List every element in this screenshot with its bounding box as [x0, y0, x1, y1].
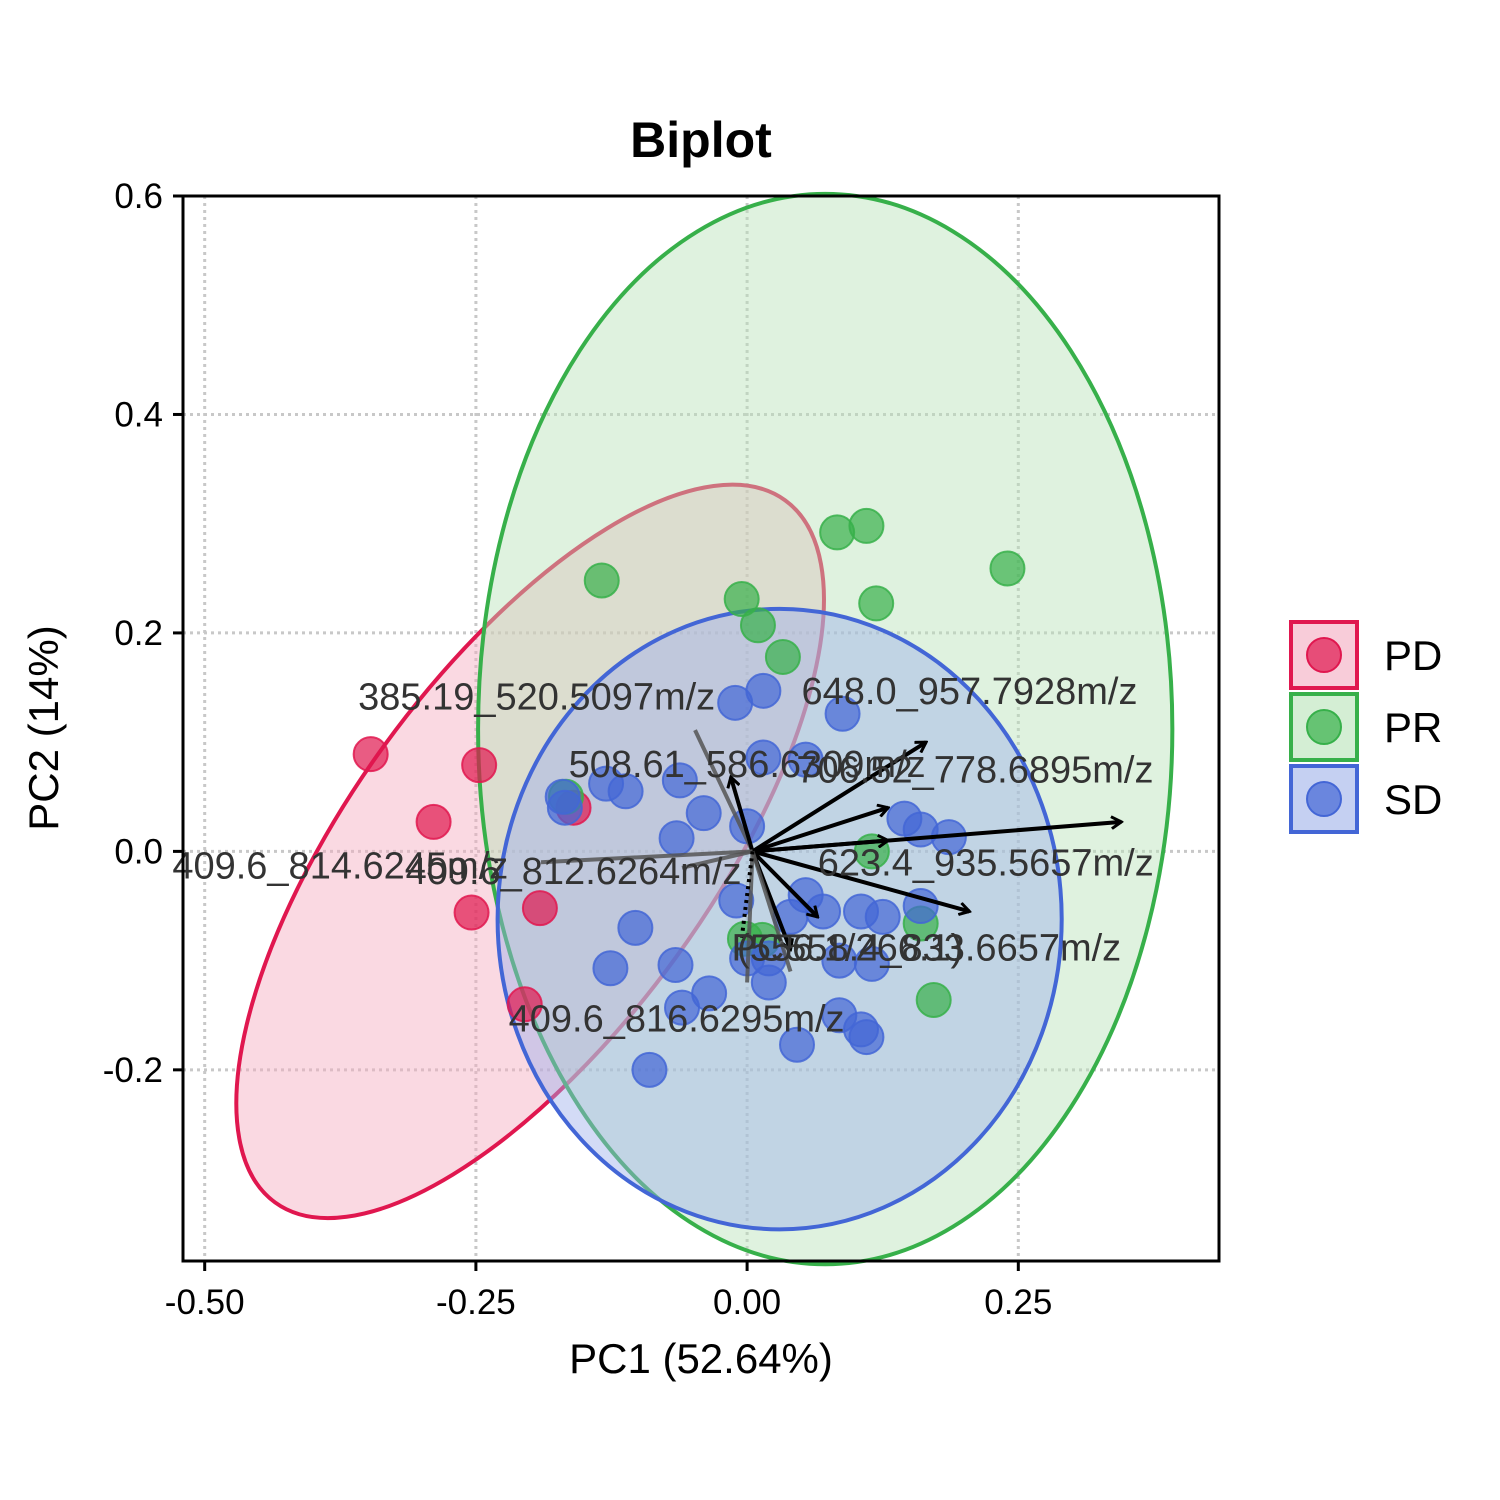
x-tick-label-0: -0.50 — [165, 1283, 245, 1322]
point-pd-4 — [521, 890, 558, 927]
point-sd-34 — [779, 1026, 816, 1063]
point-pr-7 — [764, 638, 801, 675]
point-pr-6 — [739, 607, 776, 644]
point-pd-1 — [461, 747, 498, 784]
point-pd-0 — [352, 736, 389, 773]
loading-vector-13 — [739, 851, 755, 940]
point-sd-28 — [750, 964, 787, 1001]
legend-point-sd — [1306, 781, 1342, 817]
loading-label-9: PC — [732, 928, 785, 970]
legend-label-pd: PD — [1384, 632, 1442, 679]
loading-vector-3 — [751, 808, 889, 854]
loading-vectors — [540, 729, 1121, 983]
point-sd-26 — [592, 950, 629, 987]
loading-vector-0 — [693, 729, 755, 853]
loading-label-1: 648.0_957.7928m/z — [802, 671, 1138, 713]
point-pd-2 — [415, 803, 452, 840]
loading-label-11: (556.1/266.1) — [737, 928, 963, 970]
point-sd-30 — [664, 989, 701, 1026]
point-pr-2 — [848, 507, 885, 544]
point-sd-21 — [617, 909, 654, 946]
loading-label-6: 623.4_935.5657m/z — [818, 842, 1154, 884]
loading-vector-2 — [731, 777, 755, 852]
point-pr-0 — [583, 562, 620, 599]
axis-ticks: -0.50 -0.25 0.00 0.25 -0.2 0.0 0.2 0.4 0.6 — [103, 177, 1053, 1322]
point-sd-35 — [631, 1051, 668, 1088]
point-sd-15 — [544, 778, 581, 815]
loading-vector-8 — [681, 849, 753, 870]
loading-label-3: 706.52_778.6895m/z — [796, 750, 1153, 792]
x-tick-label-3: 0.25 — [984, 1283, 1052, 1322]
loading-label-2: 508.61_586.6309m/z — [569, 744, 926, 786]
legend: PD PR SD — [1289, 620, 1442, 834]
legend-point-pd — [1306, 637, 1342, 673]
ellipse-pr — [476, 191, 1175, 1267]
legend-key-sd — [1289, 764, 1359, 834]
y-tick-label-1: 0.0 — [114, 832, 163, 871]
point-sd-8 — [685, 795, 722, 832]
y-tick-label-3: 0.4 — [114, 395, 163, 434]
loading-vector-11 — [750, 850, 793, 973]
loading-vector-7 — [540, 849, 753, 865]
plot-border — [181, 194, 1221, 1263]
loading-label-0: 385.19_520.5097m/z — [358, 676, 715, 718]
loading-vector-5 — [752, 840, 889, 854]
point-pd-3 — [453, 894, 490, 931]
x-axis-title: PC1 (52.64%) — [569, 1335, 833, 1382]
loading-vector-9 — [751, 849, 818, 917]
loading-label-8: 409.6_812.6264m/z — [406, 851, 742, 893]
point-sd-3 — [745, 739, 782, 776]
legend-label-sd: SD — [1384, 776, 1442, 823]
loading-label-10: 558.4_833.6657m/z — [785, 928, 1121, 970]
x-tick-label-2: 0.00 — [713, 1283, 781, 1322]
loading-label-7: 409.6_814.6245m/z — [172, 846, 508, 888]
y-tick-label-0: -0.2 — [103, 1051, 163, 1090]
point-sd-2 — [824, 695, 861, 732]
point-pr-5 — [723, 581, 760, 618]
point-sd-5 — [661, 762, 698, 799]
point-pr-4 — [858, 585, 895, 622]
legend-label-pr: PR — [1384, 704, 1442, 751]
loading-label-12: 409.6_816.6295m/z — [509, 999, 845, 1041]
y-tick-label-4: 0.6 — [114, 177, 163, 216]
point-pr-3 — [989, 550, 1026, 587]
legend-key-pr — [1289, 692, 1359, 762]
legend-point-pr — [1306, 709, 1342, 745]
y-tick-label-2: 0.2 — [114, 614, 163, 653]
point-sd-27 — [657, 946, 694, 983]
y-axis-title: PC2 (14%) — [20, 625, 67, 830]
point-sd-7 — [607, 773, 644, 810]
point-sd-20 — [864, 898, 901, 935]
chart-title: Biplot — [630, 112, 772, 168]
point-pr-1 — [819, 514, 856, 551]
point-pd-6 — [506, 986, 543, 1023]
loading-vector-6 — [751, 849, 970, 911]
loading-labels: 385.19_520.5097m/z 648.0_957.7928m/z 508.6… — [172, 671, 1153, 1041]
point-sd-4 — [787, 741, 824, 778]
point-pr-8 — [915, 981, 952, 1018]
point-sd-1 — [745, 672, 782, 709]
x-tick-label-1: -0.25 — [436, 1283, 516, 1322]
loading-vector-1 — [751, 740, 927, 854]
point-sd-33 — [848, 1019, 885, 1056]
point-sd-25 — [853, 945, 890, 982]
